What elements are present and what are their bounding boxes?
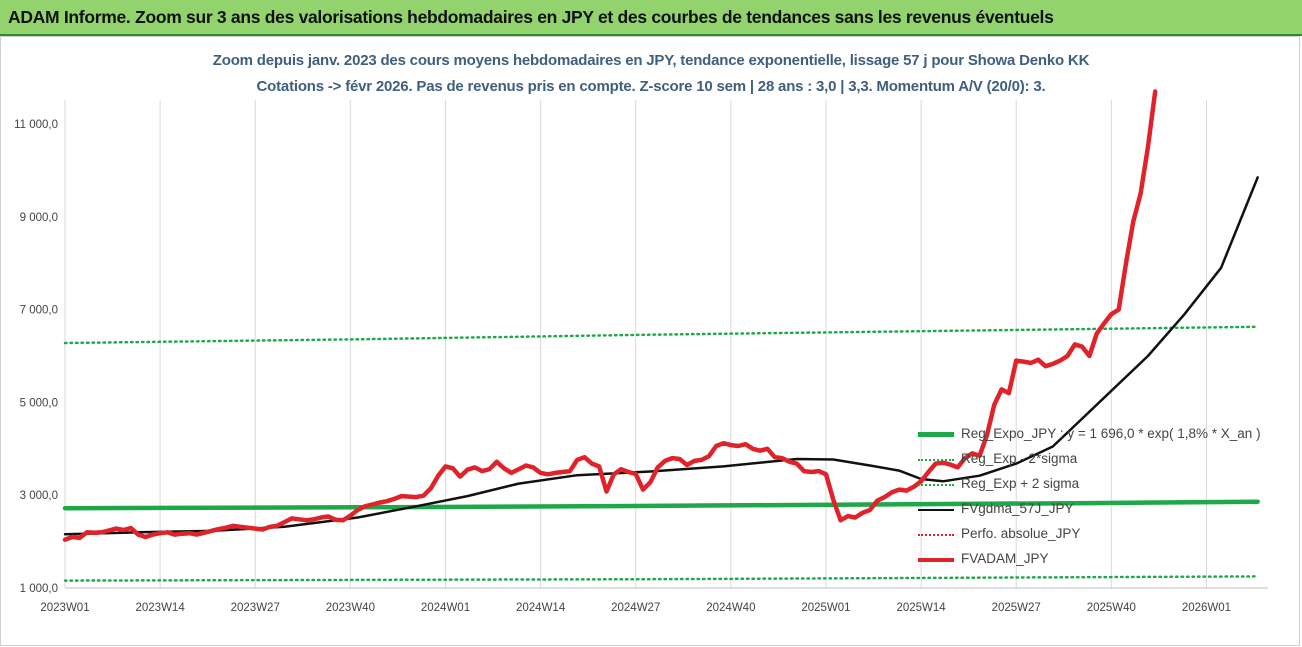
y-tick-label: 5 000,0 <box>20 397 58 409</box>
x-tick-label: 2025W14 <box>896 602 946 614</box>
legend-label-reg-plus: Reg_Exp + 2 sigma <box>961 476 1080 491</box>
legend-label-fvadam: FVADAM_JPY <box>961 551 1049 566</box>
y-tick-label: 3 000,0 <box>20 490 58 502</box>
x-tick-label: 2023W27 <box>231 602 280 614</box>
y-tick-label: 7 000,0 <box>20 305 58 317</box>
series-fvgdma-line <box>63 176 1259 536</box>
legend-label-reg-expo: Reg_Expo_JPY : y = 1 696,0 * exp( 1,8% *… <box>961 426 1261 441</box>
legend-swatch-reg-expo <box>918 432 954 437</box>
y-tick-label: 11 000,0 <box>14 119 58 131</box>
x-tick-label: 2026W01 <box>1182 602 1231 614</box>
y-tick-label: 9 000,0 <box>20 212 58 224</box>
series-reg-minus-line <box>63 575 1259 582</box>
chart-title: Zoom depuis janv. 2023 des cours moyens … <box>212 52 1090 69</box>
legend-item-reg-expo: Reg_Expo_JPY : y = 1 696,0 * exp( 1,8% *… <box>918 424 1298 449</box>
x-tick-label: 2024W27 <box>611 602 660 614</box>
x-tick-label: 2025W27 <box>992 602 1041 614</box>
legend-item-fvgdma: FVgdma_57J_JPY <box>918 499 1298 524</box>
legend-item-reg-minus: Reg_Exp - 2*sigma <box>918 449 1298 474</box>
x-tick-label: 2023W40 <box>326 602 375 614</box>
legend-label-perfo: Perfo. absolue_JPY <box>961 526 1081 541</box>
x-tick-label: 2024W01 <box>421 602 470 614</box>
legend-swatch-perfo <box>918 534 954 536</box>
series-fvadam-line <box>62 89 1158 542</box>
legend-swatch-fvadam <box>918 558 954 562</box>
x-tick-label: 2023W14 <box>136 602 186 614</box>
series-reg-expo-line <box>62 499 1260 511</box>
y-tick-label: 1 000,0 <box>20 583 58 595</box>
legend-label-reg-minus: Reg_Exp - 2*sigma <box>961 451 1078 466</box>
x-tick-label: 2024W40 <box>706 602 755 614</box>
legend-label-fvgdma: FVgdma_57J_JPY <box>961 501 1074 516</box>
x-tick-label: 2025W40 <box>1087 602 1136 614</box>
legend-item-fvadam: FVADAM_JPY <box>918 549 1298 574</box>
legend-swatch-fvgdma <box>918 509 954 511</box>
legend-swatch-reg-plus <box>918 484 954 486</box>
chart-frame <box>0 36 1300 646</box>
banner-title: ADAM Informe. Zoom sur 3 ans des valoris… <box>8 7 1054 27</box>
chart-subtitle: Cotations -> févr 2026. Pas de revenus p… <box>256 78 1046 95</box>
legend-swatch-reg-minus <box>918 459 954 461</box>
x-tick-label: 2024W14 <box>516 602 566 614</box>
x-tick-label: 2023W01 <box>40 602 89 614</box>
header-banner: ADAM Informe. Zoom sur 3 ans des valoris… <box>0 0 1302 36</box>
legend-item-perfo: Perfo. absolue_JPY <box>918 524 1298 549</box>
legend-item-reg-plus: Reg_Exp + 2 sigma <box>918 474 1298 499</box>
x-tick-label: 2025W01 <box>801 602 850 614</box>
series-reg-plus-line <box>63 325 1259 345</box>
legend: Reg_Expo_JPY : y = 1 696,0 * exp( 1,8% *… <box>918 424 1298 574</box>
